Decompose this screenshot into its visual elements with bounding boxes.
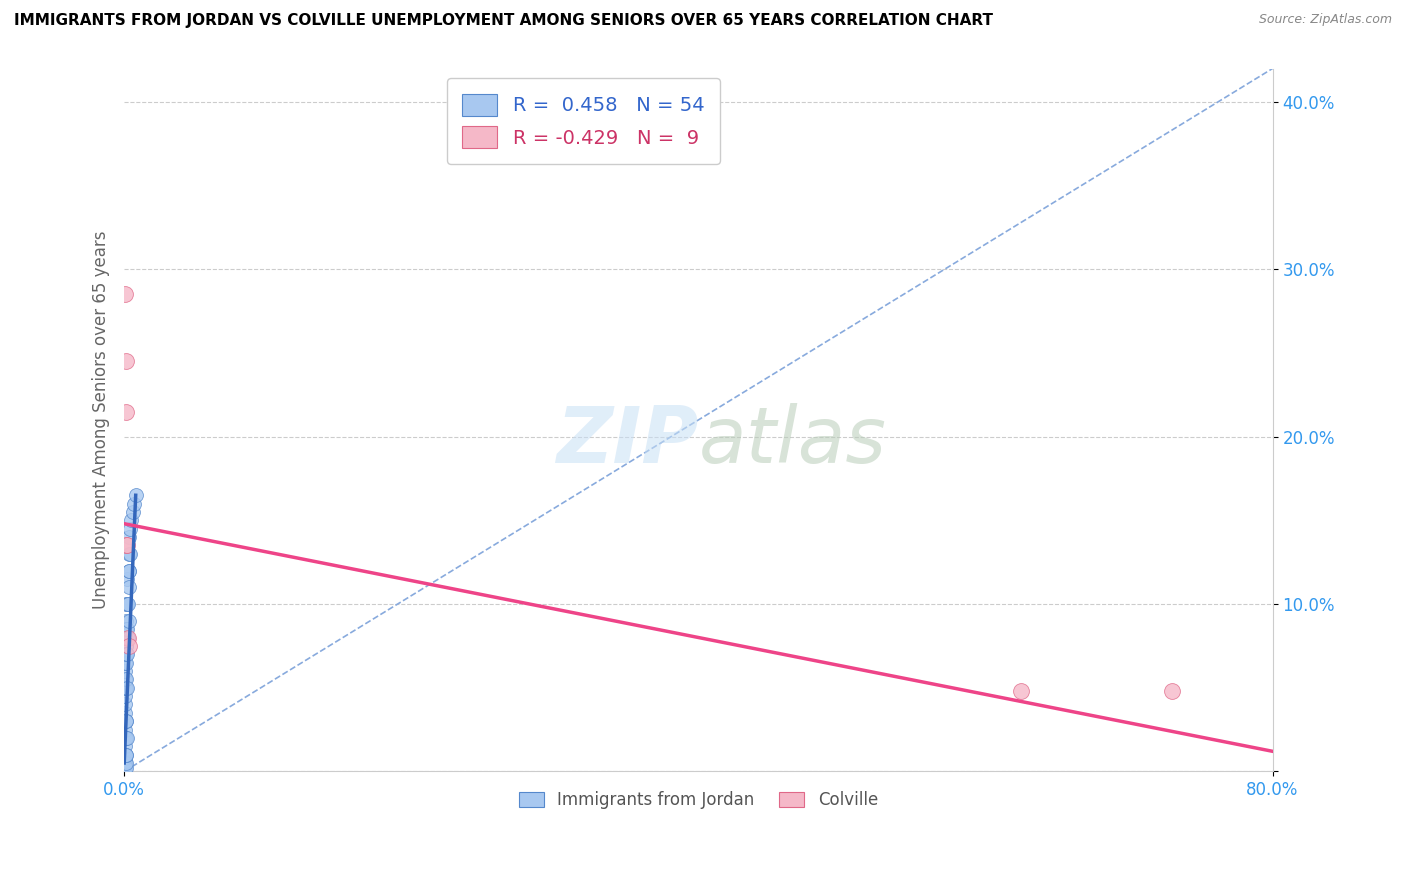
- Point: [117, 597, 139, 611]
- Point: [114, 647, 136, 661]
- Point: [115, 572, 138, 586]
- Point: [114, 287, 136, 301]
- Text: ZIP: ZIP: [557, 403, 699, 479]
- Point: [114, 656, 136, 670]
- Point: [115, 404, 138, 418]
- Point: [125, 488, 148, 502]
- Point: [114, 739, 136, 754]
- Point: [114, 761, 136, 775]
- Point: [114, 714, 136, 728]
- Point: [115, 539, 138, 553]
- Point: [114, 756, 136, 770]
- Point: [115, 539, 138, 553]
- Point: [114, 681, 136, 695]
- Point: [117, 580, 139, 594]
- Y-axis label: Unemployment Among Seniors over 65 years: Unemployment Among Seniors over 65 years: [93, 231, 110, 609]
- Point: [114, 639, 136, 653]
- Point: [115, 597, 138, 611]
- Point: [118, 547, 141, 561]
- Point: [118, 564, 141, 578]
- Point: [114, 761, 136, 775]
- Point: [1010, 684, 1032, 698]
- Point: [114, 757, 136, 772]
- Point: [114, 656, 136, 670]
- Point: [115, 731, 138, 745]
- Point: [114, 354, 136, 368]
- Point: [114, 731, 136, 745]
- Point: [114, 614, 136, 628]
- Point: [117, 631, 139, 645]
- Point: [115, 647, 138, 661]
- Point: [114, 631, 136, 645]
- Point: [114, 698, 136, 712]
- Point: [115, 747, 138, 762]
- Point: [117, 614, 139, 628]
- Point: [114, 673, 136, 687]
- Point: [114, 747, 136, 762]
- Point: [118, 522, 141, 536]
- Point: [114, 689, 136, 703]
- Point: [117, 631, 139, 645]
- Point: [115, 622, 138, 636]
- Text: Source: ZipAtlas.com: Source: ZipAtlas.com: [1258, 13, 1392, 27]
- Point: [115, 673, 138, 687]
- Point: [114, 747, 136, 762]
- Point: [114, 756, 136, 770]
- Point: [114, 714, 136, 728]
- Point: [121, 505, 143, 519]
- Point: [114, 681, 136, 695]
- Point: [115, 681, 138, 695]
- Point: [120, 513, 142, 527]
- Point: [114, 755, 136, 769]
- Point: [115, 647, 138, 661]
- Text: atlas: atlas: [699, 403, 886, 479]
- Legend: Immigrants from Jordan, Colville: Immigrants from Jordan, Colville: [512, 784, 884, 816]
- Point: [114, 706, 136, 720]
- Point: [115, 597, 138, 611]
- Point: [114, 723, 136, 737]
- Point: [122, 497, 145, 511]
- Point: [117, 639, 139, 653]
- Point: [115, 622, 138, 636]
- Point: [1161, 684, 1184, 698]
- Point: [114, 664, 136, 678]
- Point: [117, 564, 139, 578]
- Point: [114, 731, 136, 745]
- Point: [115, 714, 138, 728]
- Point: [117, 547, 139, 561]
- Text: IMMIGRANTS FROM JORDAN VS COLVILLE UNEMPLOYMENT AMONG SENIORS OVER 65 YEARS CORR: IMMIGRANTS FROM JORDAN VS COLVILLE UNEMP…: [14, 13, 993, 29]
- Point: [117, 530, 139, 544]
- Point: [114, 751, 136, 765]
